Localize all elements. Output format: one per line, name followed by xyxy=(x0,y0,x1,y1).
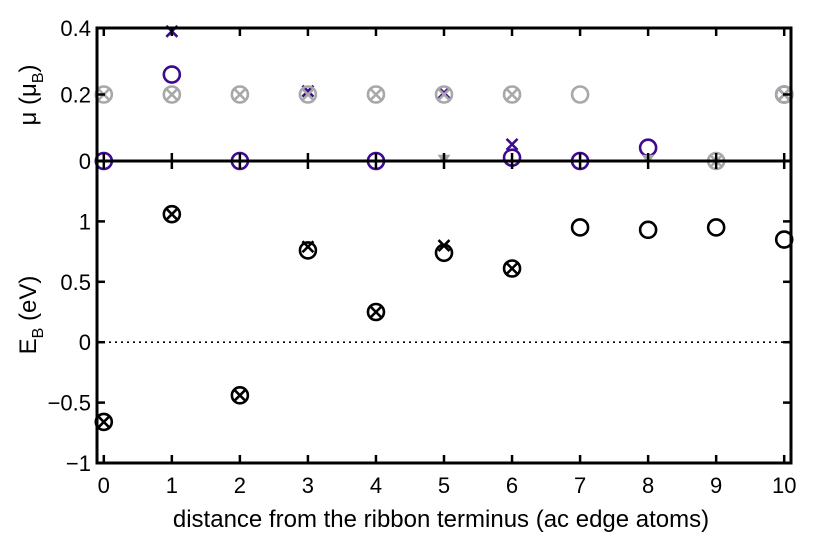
bottom-ytick-label-4: 1 xyxy=(79,209,91,234)
bottom-ytick-label-3: 0.5 xyxy=(60,270,91,295)
bottom-xtick-label-1: 1 xyxy=(166,473,178,498)
bottom-xtick-label-4: 4 xyxy=(370,473,382,498)
bottom-ytick-label-1: −0.5 xyxy=(48,391,91,416)
top-series-2-point-3 xyxy=(298,85,318,104)
top-series-1-point-1 xyxy=(162,65,182,84)
bottom-series-0-point-1 xyxy=(162,204,182,224)
bottom-panel: −1−0.500.510 1 2 3 4 5 6 7 8 9 10 xyxy=(48,159,796,498)
bottom-xtick-label-3: 3 xyxy=(302,473,314,498)
top-y-axis-label: μ (μB) xyxy=(15,65,47,126)
bottom-series-2-point-0 xyxy=(301,240,315,254)
top-series-2-point-6 xyxy=(502,85,522,104)
bottom-ytick-label-2: 0 xyxy=(79,330,91,355)
bottom-series-2-point-1 xyxy=(437,239,451,252)
bottom-xtick-label-0: 0 xyxy=(98,473,110,498)
bottom-xtick-label-6: 6 xyxy=(506,473,518,498)
bottom-series-1-point-4 xyxy=(706,218,726,237)
bottom-xtick-label-2: 2 xyxy=(234,473,246,498)
bottom-series-0-point-3 xyxy=(366,302,386,322)
bottom-series-0-point-2 xyxy=(230,386,250,405)
top-ytick-label-0: 0 xyxy=(79,149,91,174)
top-ytick-label-1: 0.2 xyxy=(60,83,91,108)
bottom-xtick-label-8: 8 xyxy=(642,473,654,498)
top-panel: 0 0.2 0.4 xyxy=(60,16,794,174)
bottom-xtick-label-9: 9 xyxy=(710,473,722,498)
bottom-plot-frame xyxy=(95,159,793,465)
bottom-series-1-point-3 xyxy=(638,220,658,240)
top-series-2-point-4 xyxy=(366,85,386,104)
bottom-xtick-label-10: 10 xyxy=(772,473,796,498)
top-ytick-label-2: 0.4 xyxy=(60,16,91,41)
top-series-3-point-0 xyxy=(570,85,590,104)
top-series-0-point-3 xyxy=(505,137,519,151)
top-series-2-point-2 xyxy=(230,85,250,104)
bottom-ytick-label-0: −1 xyxy=(66,451,91,476)
bottom-y-axis-label: EB (eV) xyxy=(15,276,47,355)
bottom-series-1-point-0 xyxy=(298,241,318,260)
bottom-xtick-label-7: 7 xyxy=(574,473,586,498)
bottom-xtick-label-5: 5 xyxy=(438,473,450,498)
bottom-series-1-point-2 xyxy=(570,218,590,237)
bottom-series-0-point-4 xyxy=(502,259,522,278)
x-axis-label: distance from the ribbon terminus (ac ed… xyxy=(173,506,709,533)
top-series-2-point-5 xyxy=(434,85,454,104)
top-series-2-point-1 xyxy=(162,85,182,104)
